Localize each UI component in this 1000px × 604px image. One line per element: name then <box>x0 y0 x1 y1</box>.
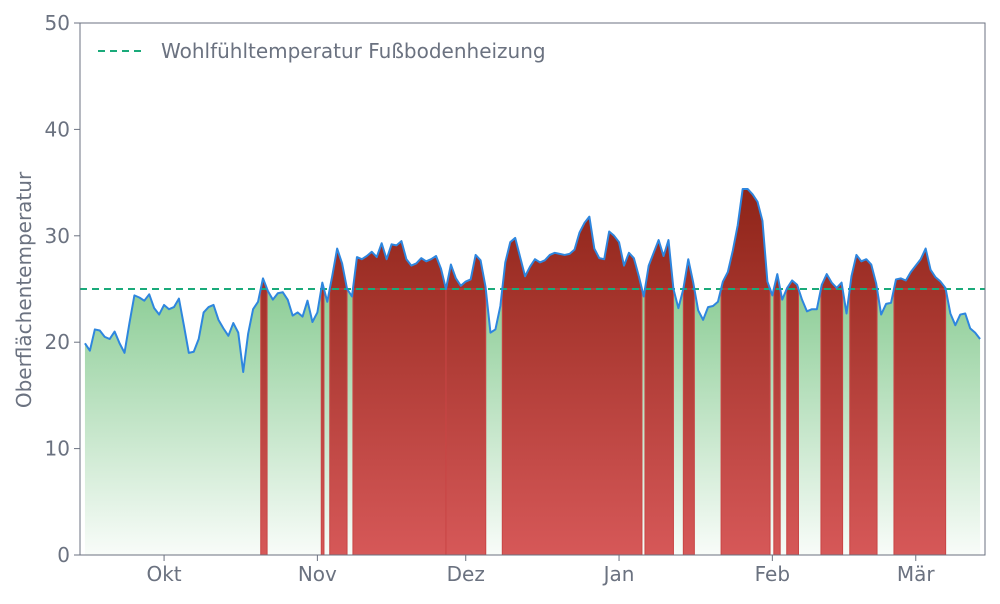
y-axis: 0 10 20 30 40 50 <box>45 11 80 567</box>
above-threshold-band <box>329 288 348 556</box>
area-layer <box>84 188 981 556</box>
above-threshold-band <box>720 288 771 556</box>
above-threshold-band <box>445 288 487 556</box>
above-threshold-band <box>849 288 878 556</box>
x-axis: Okt Nov Dez Jan Feb Mär <box>146 555 935 586</box>
legend: Wohlfühltemperatur Fußbodenheizung <box>98 39 546 63</box>
x-tick-label: Feb <box>755 562 790 586</box>
above-threshold-band <box>260 288 268 556</box>
above-threshold-band <box>893 288 947 556</box>
x-tick-label: Mär <box>897 562 936 586</box>
x-tick-label: Nov <box>298 562 337 586</box>
above-threshold-bands <box>260 288 947 556</box>
above-threshold-area <box>260 188 946 289</box>
y-tick-label: 10 <box>45 437 70 461</box>
x-tick-label: Okt <box>146 562 181 586</box>
plot-frame <box>79 22 986 556</box>
above-threshold-band <box>352 288 447 556</box>
y-tick-label: 30 <box>45 224 70 248</box>
temperature-line <box>84 187 981 373</box>
above-threshold-band <box>773 288 781 556</box>
above-threshold-band <box>644 288 674 556</box>
x-tick-label: Jan <box>602 562 635 586</box>
above-threshold-band <box>501 288 643 556</box>
above-threshold-band <box>786 288 799 556</box>
above-threshold-band <box>682 288 695 556</box>
y-tick-label: 0 <box>57 543 70 567</box>
y-axis-title: Oberflächentemperatur <box>12 171 36 408</box>
y-tick-label: 20 <box>45 330 70 354</box>
legend-label-threshold: Wohlfühltemperatur Fußbodenheizung <box>161 39 546 63</box>
x-tick-label: Dez <box>447 562 485 586</box>
above-threshold-band <box>820 288 844 556</box>
y-tick-label: 40 <box>45 117 70 141</box>
y-tick-label: 50 <box>45 11 70 35</box>
above-threshold-band <box>320 288 325 556</box>
